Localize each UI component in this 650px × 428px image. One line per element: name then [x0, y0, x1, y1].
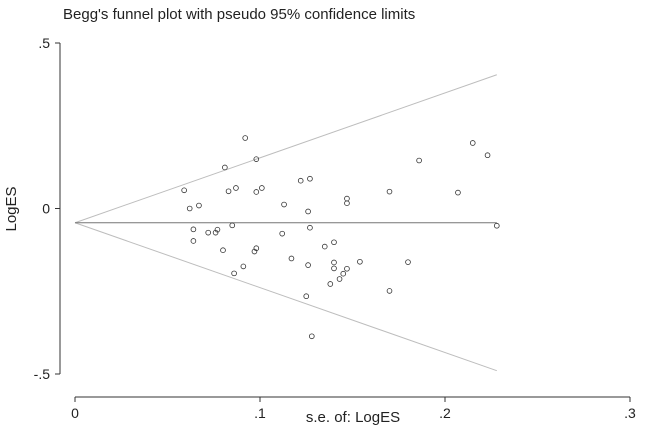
- study-point: [331, 265, 337, 272]
- study-point: [279, 230, 286, 237]
- x-axis-label: s.e. of: LogES: [306, 409, 400, 426]
- axes: 0 .1 .2 .3 .5 0 -.5: [34, 35, 636, 421]
- study-point: [231, 270, 237, 277]
- study-point: [336, 276, 343, 282]
- study-point: [214, 226, 221, 233]
- study-point: [469, 140, 476, 146]
- study-point: [222, 164, 228, 171]
- study-point: [305, 208, 311, 215]
- lower-confidence-limit: [74, 222, 497, 372]
- study-point: [493, 222, 500, 229]
- x-tick-label: 0: [71, 405, 79, 421]
- y-tick-label: -.5: [34, 366, 51, 382]
- study-point: [253, 189, 260, 195]
- study-point: [344, 200, 350, 207]
- study-point: [307, 175, 313, 182]
- study-point: [253, 156, 260, 162]
- study-point: [190, 226, 197, 233]
- study-point: [303, 293, 310, 300]
- data-points: [181, 135, 500, 340]
- x-tick-label: .1: [254, 405, 266, 421]
- study-point: [190, 238, 197, 244]
- y-tick-label: 0: [42, 201, 50, 217]
- study-point: [242, 135, 249, 141]
- x-tick-label: .2: [439, 405, 451, 421]
- study-point: [484, 152, 491, 159]
- study-point: [344, 195, 350, 202]
- study-point: [253, 245, 260, 252]
- study-point: [344, 265, 350, 272]
- study-point: [212, 229, 219, 236]
- y-axis-label: LogES: [3, 186, 20, 231]
- study-point: [416, 157, 422, 164]
- study-point: [205, 229, 212, 236]
- study-point: [281, 201, 287, 208]
- x-tick-label: .3: [624, 405, 636, 421]
- study-point: [386, 188, 393, 195]
- study-point: [386, 288, 393, 294]
- study-point: [455, 189, 461, 196]
- study-point: [220, 247, 226, 254]
- y-tick-label: .5: [38, 35, 50, 51]
- study-point: [321, 243, 328, 250]
- upper-confidence-limit: [74, 74, 497, 224]
- study-point: [196, 202, 202, 209]
- study-point: [297, 177, 304, 184]
- study-point: [307, 224, 313, 231]
- study-point: [331, 239, 337, 246]
- study-point: [288, 255, 295, 262]
- study-point: [308, 333, 315, 340]
- study-point: [357, 258, 363, 265]
- study-point: [240, 263, 247, 270]
- study-point: [405, 259, 411, 265]
- study-point: [181, 187, 187, 194]
- confidence-lines: [74, 74, 497, 372]
- study-point: [259, 185, 265, 191]
- study-point: [251, 248, 258, 255]
- study-point: [327, 281, 334, 287]
- study-point: [340, 270, 347, 277]
- study-point: [229, 222, 236, 229]
- study-point: [186, 205, 193, 212]
- chart-title: Begg's funnel plot with pseudo 95% confi…: [63, 6, 415, 23]
- study-point: [331, 259, 337, 266]
- study-point: [305, 262, 311, 268]
- study-point: [233, 185, 239, 191]
- study-point: [225, 188, 232, 195]
